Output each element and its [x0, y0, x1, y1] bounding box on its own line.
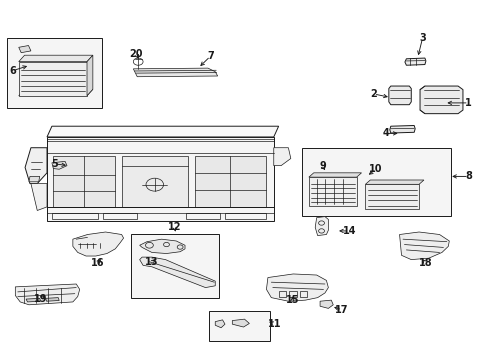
- Text: 9: 9: [319, 161, 325, 171]
- Polygon shape: [232, 319, 249, 327]
- Polygon shape: [73, 232, 123, 256]
- Polygon shape: [419, 86, 462, 114]
- Bar: [289, 291, 296, 297]
- Polygon shape: [15, 284, 80, 305]
- Polygon shape: [45, 298, 59, 301]
- Text: 14: 14: [342, 226, 355, 236]
- Polygon shape: [19, 62, 87, 96]
- Text: 13: 13: [145, 257, 158, 267]
- Polygon shape: [194, 156, 266, 207]
- Polygon shape: [19, 89, 93, 96]
- Text: 15: 15: [285, 295, 299, 305]
- Polygon shape: [308, 177, 356, 206]
- Bar: [131, 234, 219, 298]
- Polygon shape: [47, 137, 273, 221]
- Polygon shape: [87, 55, 93, 96]
- Polygon shape: [29, 176, 40, 182]
- Text: 8: 8: [465, 171, 471, 181]
- Text: 5: 5: [51, 159, 58, 169]
- Polygon shape: [140, 239, 184, 253]
- Text: 2: 2: [369, 89, 376, 99]
- Text: 17: 17: [335, 305, 348, 315]
- Polygon shape: [315, 217, 328, 235]
- Polygon shape: [388, 86, 410, 105]
- Text: 11: 11: [267, 319, 281, 329]
- Polygon shape: [399, 232, 448, 260]
- Polygon shape: [133, 68, 217, 77]
- Text: 4: 4: [382, 129, 388, 138]
- Polygon shape: [365, 180, 423, 184]
- Polygon shape: [31, 184, 47, 211]
- Bar: [6, 39, 102, 108]
- Text: 10: 10: [368, 164, 382, 174]
- Polygon shape: [215, 320, 224, 328]
- Polygon shape: [19, 45, 31, 53]
- Bar: [302, 148, 450, 216]
- Polygon shape: [320, 300, 332, 309]
- Bar: [209, 311, 270, 341]
- Text: 19: 19: [34, 294, 47, 304]
- Text: 1: 1: [465, 98, 471, 108]
- Polygon shape: [140, 257, 215, 288]
- Polygon shape: [389, 126, 414, 133]
- Text: 16: 16: [90, 258, 104, 268]
- Polygon shape: [308, 173, 361, 177]
- Polygon shape: [52, 161, 67, 169]
- Text: 3: 3: [418, 33, 425, 43]
- Polygon shape: [404, 58, 425, 65]
- Polygon shape: [273, 148, 290, 166]
- Text: 7: 7: [206, 51, 213, 61]
- Polygon shape: [26, 298, 41, 302]
- Text: 20: 20: [129, 49, 142, 59]
- Polygon shape: [19, 55, 93, 62]
- Bar: [300, 291, 307, 297]
- Polygon shape: [266, 274, 328, 301]
- Polygon shape: [365, 184, 418, 210]
- Polygon shape: [53, 156, 115, 207]
- Polygon shape: [47, 126, 278, 137]
- Bar: [278, 291, 285, 297]
- Text: 12: 12: [167, 222, 181, 231]
- Text: 18: 18: [418, 258, 432, 268]
- Text: 6: 6: [9, 66, 16, 76]
- Polygon shape: [122, 156, 188, 207]
- Polygon shape: [25, 148, 47, 184]
